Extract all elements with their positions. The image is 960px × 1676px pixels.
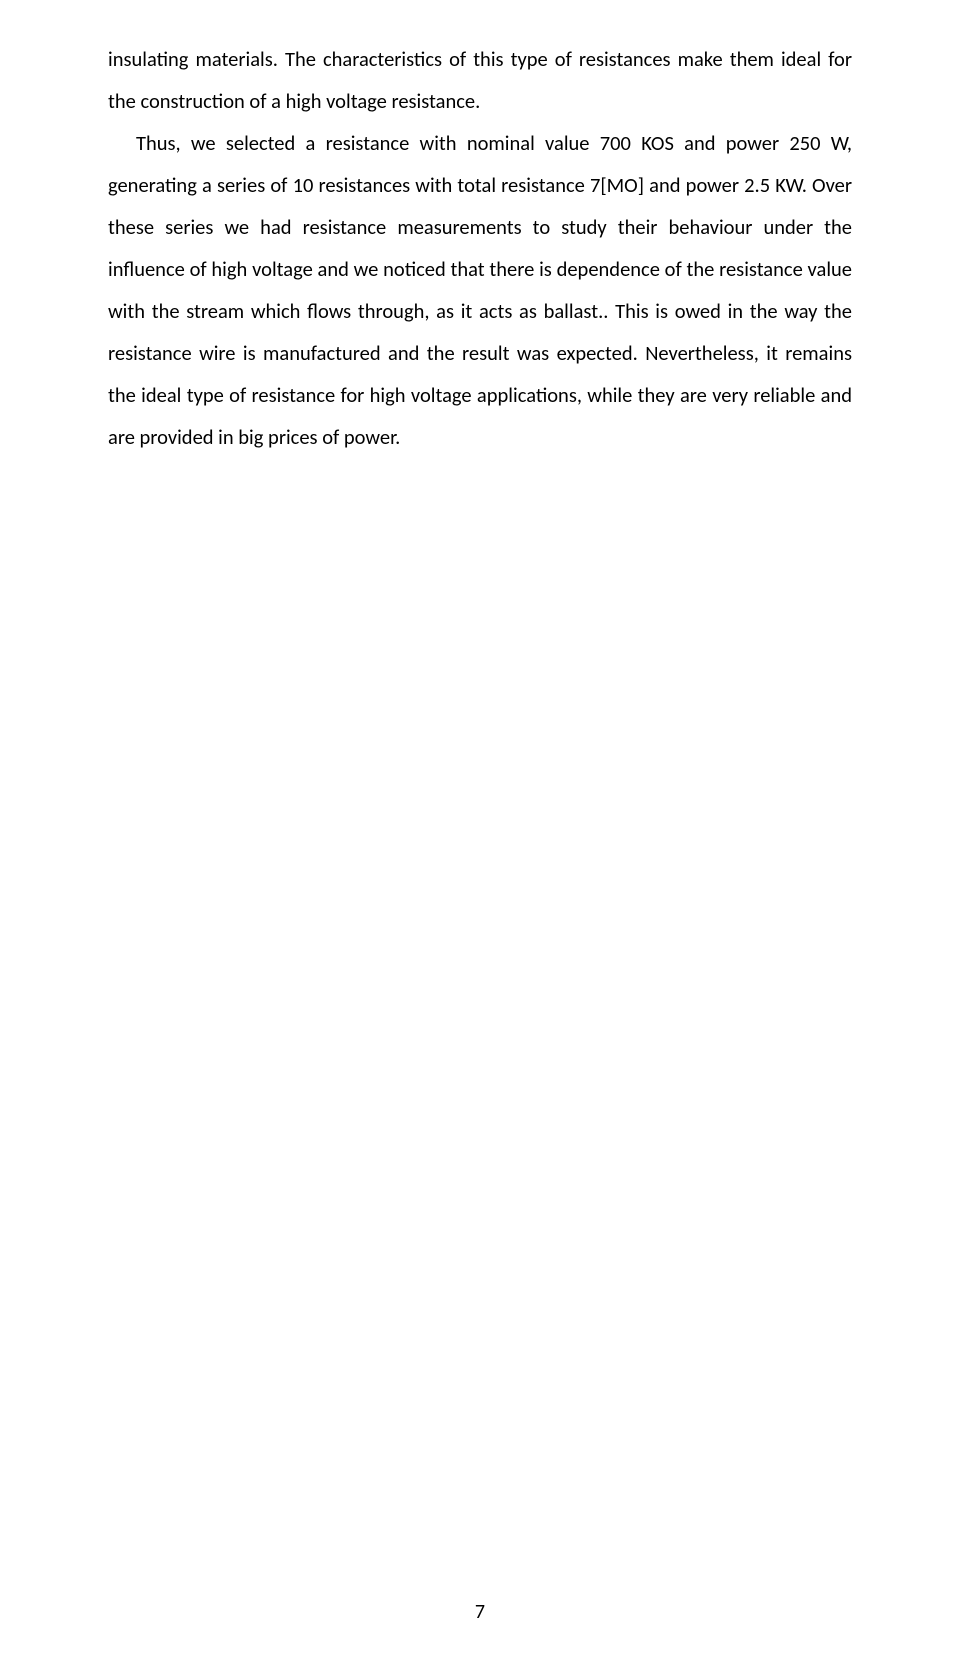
paragraph-text: Thus, we selected a resistance with nomi…	[108, 130, 852, 450]
page-number: 7	[0, 1600, 960, 1624]
paragraph-main: Thus, we selected a resistance with nomi…	[108, 122, 852, 458]
paragraph-text: insulating materials. The characteristic…	[108, 46, 852, 114]
document-body: insulating materials. The characteristic…	[108, 38, 852, 458]
paragraph-continuation: insulating materials. The characteristic…	[108, 38, 852, 122]
